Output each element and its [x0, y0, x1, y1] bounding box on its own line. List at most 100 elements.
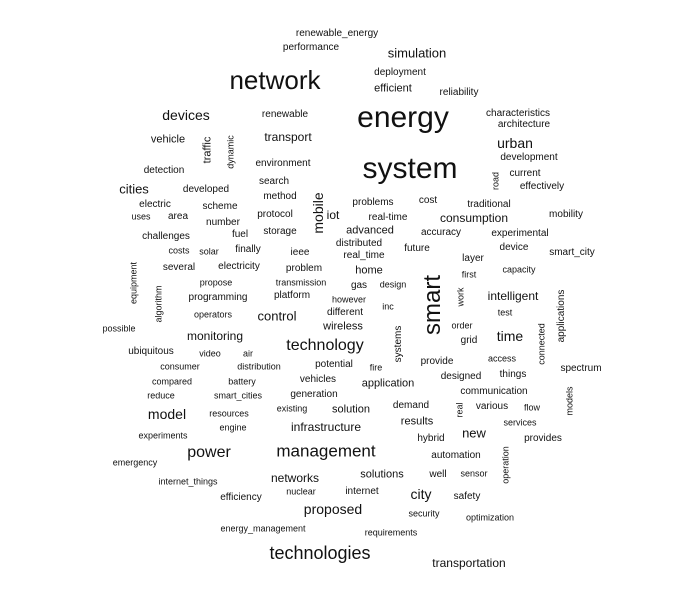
word: real_time [343, 250, 385, 261]
word: challenges [142, 231, 190, 242]
word: systems [393, 325, 404, 363]
word: technology [286, 337, 364, 354]
word: energy [357, 101, 449, 134]
word: system [362, 152, 458, 185]
word: reduce [147, 390, 175, 401]
word: finally [235, 244, 261, 255]
word: proposed [303, 501, 363, 517]
word: design [379, 279, 407, 290]
word: number [206, 217, 240, 228]
word: area [167, 211, 189, 222]
word: potential [315, 359, 353, 370]
word: compared [151, 376, 193, 387]
word: future [404, 243, 430, 254]
word: management [276, 441, 376, 461]
word: inc [382, 301, 394, 312]
word: layer [462, 253, 484, 264]
word: different [327, 307, 363, 318]
word: environment [255, 158, 311, 169]
word: existing [276, 403, 308, 414]
word: nuclear [286, 486, 316, 497]
word: video [199, 348, 221, 359]
word: network [229, 65, 321, 95]
word: vehicle [150, 133, 186, 146]
word: however [331, 294, 367, 305]
word: problem [285, 263, 323, 274]
word: optimization [465, 512, 515, 523]
word: internet_things [158, 476, 218, 487]
word: consumption [439, 211, 509, 225]
word: applications [556, 289, 567, 343]
word: hybrid [417, 433, 445, 444]
word: spectrum [560, 363, 602, 374]
word: requirements [364, 527, 418, 538]
word: wireless [323, 320, 363, 333]
word: sensor [460, 468, 488, 479]
word: grid [460, 335, 478, 346]
word: services [503, 417, 537, 428]
word: smart_cities [213, 390, 263, 401]
word: engine [219, 422, 247, 433]
word: security [408, 508, 440, 519]
word: cities [119, 181, 149, 197]
word: real-time [368, 212, 408, 223]
word: costs [168, 245, 190, 256]
word: developed [182, 184, 230, 195]
word: fuel [231, 229, 249, 240]
word: models [564, 386, 575, 416]
word: control [257, 308, 297, 324]
word: energy_management [220, 523, 306, 534]
word: advanced [346, 224, 394, 237]
word: experimental [491, 228, 549, 239]
word: devices [162, 107, 210, 123]
word: battery [228, 376, 256, 387]
word: storage [263, 226, 297, 237]
word: real [454, 402, 465, 418]
word: solar [199, 246, 219, 257]
word: method [263, 191, 297, 202]
word: city [410, 486, 432, 502]
word: transport [264, 130, 312, 144]
word: effectively [519, 181, 565, 192]
word: performance [282, 42, 340, 53]
word: search [258, 176, 290, 187]
word: resources [209, 408, 249, 419]
word: efficiency [220, 492, 262, 503]
word: solutions [360, 468, 404, 481]
word: dynamic [225, 135, 236, 169]
word: architecture [497, 119, 551, 130]
word: emergency [112, 457, 158, 468]
word: accuracy [420, 227, 462, 238]
word: operators [193, 309, 233, 320]
word: deployment [374, 67, 426, 78]
word: scheme [202, 201, 238, 212]
word: monitoring [186, 329, 244, 343]
word: platform [273, 290, 311, 301]
word: renewable_energy [295, 28, 379, 39]
word: traditional [467, 199, 511, 210]
word: test [497, 307, 513, 318]
word: capacity [502, 264, 536, 275]
word: new [462, 425, 486, 441]
word: cost [418, 195, 438, 206]
word: programming [188, 292, 248, 303]
word: access [487, 353, 517, 364]
word: gas [350, 280, 368, 291]
word: possible [102, 323, 136, 334]
word: various [475, 401, 509, 412]
word: connected [536, 323, 547, 365]
word: road [490, 171, 501, 191]
word: development [500, 152, 558, 163]
word: mobile [310, 192, 326, 234]
word: infrastructure [290, 420, 362, 434]
word: safety [453, 491, 481, 502]
word: time [496, 328, 524, 344]
word: propose [199, 277, 233, 288]
word: designed [440, 371, 482, 382]
word: internet [345, 486, 379, 497]
word: power [187, 444, 231, 461]
word: detection [143, 165, 185, 176]
word: consumer [160, 361, 200, 372]
word: flow [523, 402, 541, 413]
word: ubiquitous [128, 346, 174, 357]
